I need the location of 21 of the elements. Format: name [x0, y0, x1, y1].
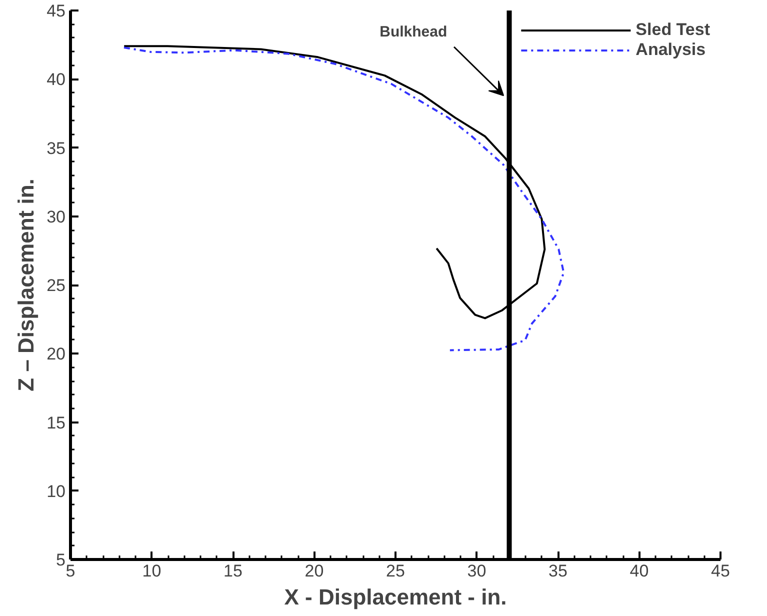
x-tick-label: 10: [142, 562, 162, 580]
y-tick-label: 15: [46, 413, 66, 432]
y-tick-label: 25: [46, 276, 66, 295]
x-tick-label: 40: [630, 562, 649, 580]
y-tick-label: 45: [46, 2, 66, 20]
x-tick-label: 35: [548, 562, 568, 580]
y-tick-label: 10: [46, 482, 66, 501]
x-tick-label: 45: [711, 562, 730, 580]
text: Analysis: [636, 40, 706, 60]
x-tick-label: 25: [386, 562, 405, 580]
y-tick-label: 20: [46, 344, 66, 364]
y-axis-title: Z – Displacement in.: [14, 178, 39, 392]
ref-line-label: Bulkhead: [380, 23, 448, 40]
text: Sled Test: [636, 20, 710, 40]
x-tick-label: 20: [304, 562, 324, 580]
x-axis-title: X - Displacement - in.: [284, 584, 507, 610]
y-tick-label: 40: [46, 70, 66, 90]
x-tick-label: 15: [224, 562, 242, 580]
x-tick-label: 30: [467, 562, 486, 580]
y-tick-label: 35: [46, 138, 66, 158]
y-tick-label: 30: [46, 207, 66, 226]
